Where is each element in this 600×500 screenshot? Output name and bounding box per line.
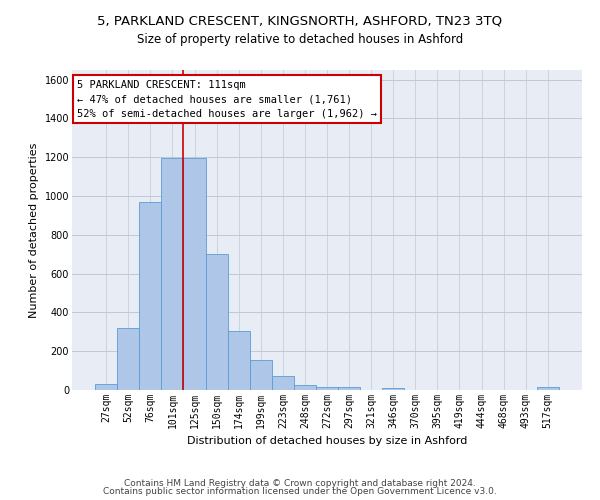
Bar	[117, 328, 139, 390]
Bar	[184, 158, 206, 390]
X-axis label: Distribution of detached houses by size in Ashford: Distribution of detached houses by size …	[187, 436, 467, 446]
Bar	[316, 386, 338, 390]
Bar	[161, 158, 184, 390]
Bar	[294, 385, 316, 390]
Bar	[250, 360, 272, 390]
Bar	[95, 384, 117, 390]
Bar	[382, 388, 404, 390]
Bar	[227, 331, 250, 390]
Text: Contains public sector information licensed under the Open Government Licence v3: Contains public sector information licen…	[103, 487, 497, 496]
Text: Contains HM Land Registry data © Crown copyright and database right 2024.: Contains HM Land Registry data © Crown c…	[124, 478, 476, 488]
Bar	[272, 376, 294, 390]
Bar	[537, 387, 559, 390]
Text: 5 PARKLAND CRESCENT: 111sqm
← 47% of detached houses are smaller (1,761)
52% of : 5 PARKLAND CRESCENT: 111sqm ← 47% of det…	[77, 80, 377, 119]
Text: Size of property relative to detached houses in Ashford: Size of property relative to detached ho…	[137, 32, 463, 46]
Bar	[139, 202, 161, 390]
Y-axis label: Number of detached properties: Number of detached properties	[29, 142, 39, 318]
Bar	[206, 254, 227, 390]
Text: 5, PARKLAND CRESCENT, KINGSNORTH, ASHFORD, TN23 3TQ: 5, PARKLAND CRESCENT, KINGSNORTH, ASHFOR…	[97, 15, 503, 28]
Bar	[338, 387, 360, 390]
